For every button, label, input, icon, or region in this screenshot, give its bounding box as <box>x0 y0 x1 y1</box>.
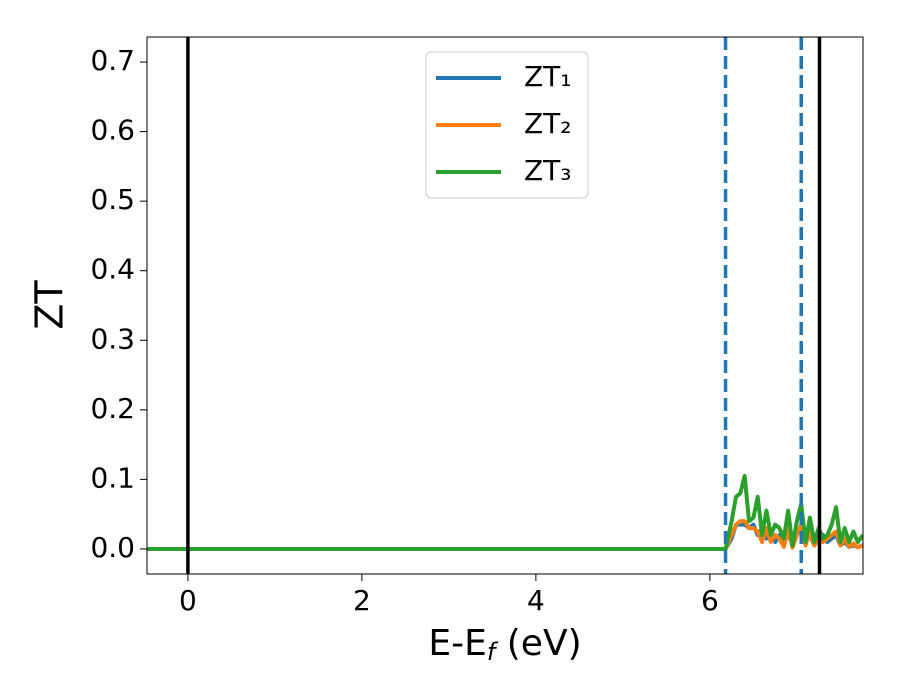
x-tick-label: 6 <box>701 584 719 617</box>
x-tick-label: 2 <box>353 584 371 617</box>
y-axis-label: ZT <box>28 280 72 330</box>
y-tick-label: 0.5 <box>90 183 135 216</box>
legend-label: ZT₁ <box>524 60 572 93</box>
x-tick-label: 0 <box>179 584 197 617</box>
y-tick-label: 0.4 <box>90 253 135 286</box>
y-tick-label: 0.2 <box>90 392 135 425</box>
y-tick-label: 0.3 <box>90 322 135 355</box>
plot-frame <box>146 36 864 575</box>
y-tick-label: 0.7 <box>90 44 135 77</box>
x-label-part: (eV) <box>495 623 581 664</box>
x-axis-label: E-Ef (eV) <box>428 623 581 666</box>
legend-box <box>425 51 589 199</box>
y-tick-label: 0.0 <box>90 531 135 564</box>
y-tick-label: 0.1 <box>90 461 135 494</box>
legend-label: ZT₃ <box>524 154 572 187</box>
y-tick-label: 0.6 <box>90 114 135 147</box>
series-line <box>147 473 863 551</box>
x-tick-label: 4 <box>527 584 545 617</box>
x-label-part: E-E <box>428 623 486 664</box>
legend-label: ZT₂ <box>524 107 572 140</box>
